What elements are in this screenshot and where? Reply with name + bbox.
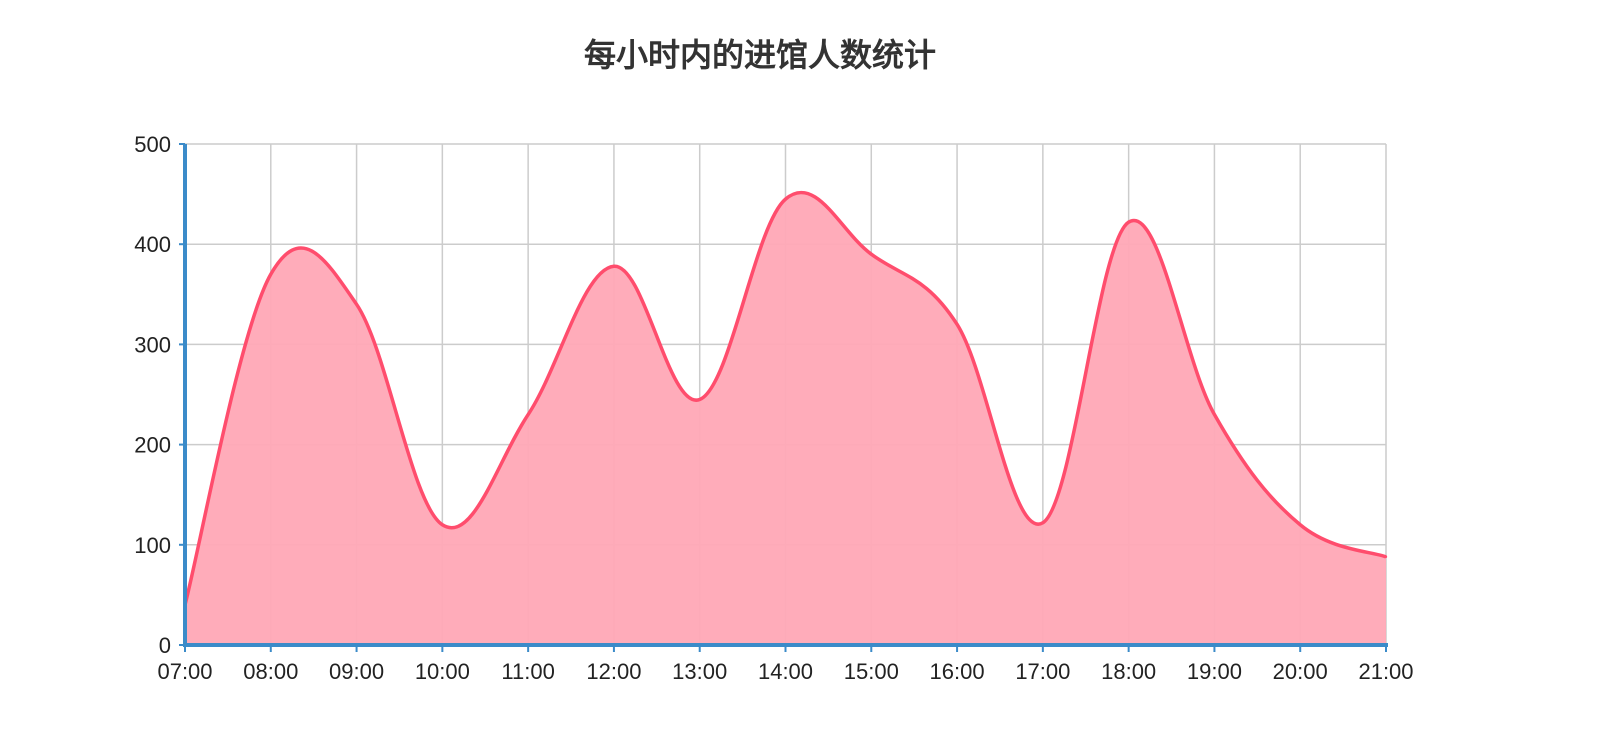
x-tick-label: 19:00 (1187, 659, 1242, 684)
x-tick-label: 09:00 (329, 659, 384, 684)
series-line (183, 190, 1387, 606)
y-tick-label: 0 (159, 633, 171, 658)
x-tick-label: 12:00 (586, 659, 641, 684)
data-point (870, 253, 873, 256)
data-point (355, 303, 358, 306)
y-tick-label: 400 (134, 232, 171, 257)
chart-title: 每小时内的进馆人数统计 (583, 36, 936, 74)
data-point (1127, 220, 1130, 224)
x-tick-label: 15:00 (844, 659, 899, 684)
data-point (698, 398, 701, 401)
data-point (1384, 555, 1388, 559)
x-tick-label: 07:00 (157, 659, 212, 684)
y-tick-label: 300 (134, 332, 171, 357)
data-point (269, 273, 272, 276)
x-tick-label: 17:00 (1015, 659, 1070, 684)
y-tick-label: 200 (134, 433, 171, 458)
x-tick-label: 14:00 (758, 659, 813, 684)
x-tick-label: 18:00 (1101, 659, 1156, 684)
data-point (955, 323, 959, 326)
x-tick-label: 11:00 (501, 659, 554, 684)
data-point (1299, 523, 1302, 526)
x-tick-label: 10:00 (415, 659, 470, 684)
x-tick-label: 16:00 (930, 659, 985, 684)
data-point (526, 413, 530, 416)
area-fill (185, 192, 1386, 645)
x-tick-label: 08:00 (243, 659, 298, 684)
data-point (612, 265, 616, 268)
data-point (1213, 413, 1216, 416)
data-point (441, 523, 444, 526)
x-tick-label: 20:00 (1273, 659, 1328, 684)
y-tick-label: 100 (134, 533, 171, 558)
x-tick-label: 21:00 (1358, 659, 1413, 684)
y-tick-label: 500 (134, 132, 171, 157)
x-tick-label: 13:00 (672, 659, 727, 684)
data-point (784, 197, 787, 201)
data-point (1041, 521, 1045, 524)
